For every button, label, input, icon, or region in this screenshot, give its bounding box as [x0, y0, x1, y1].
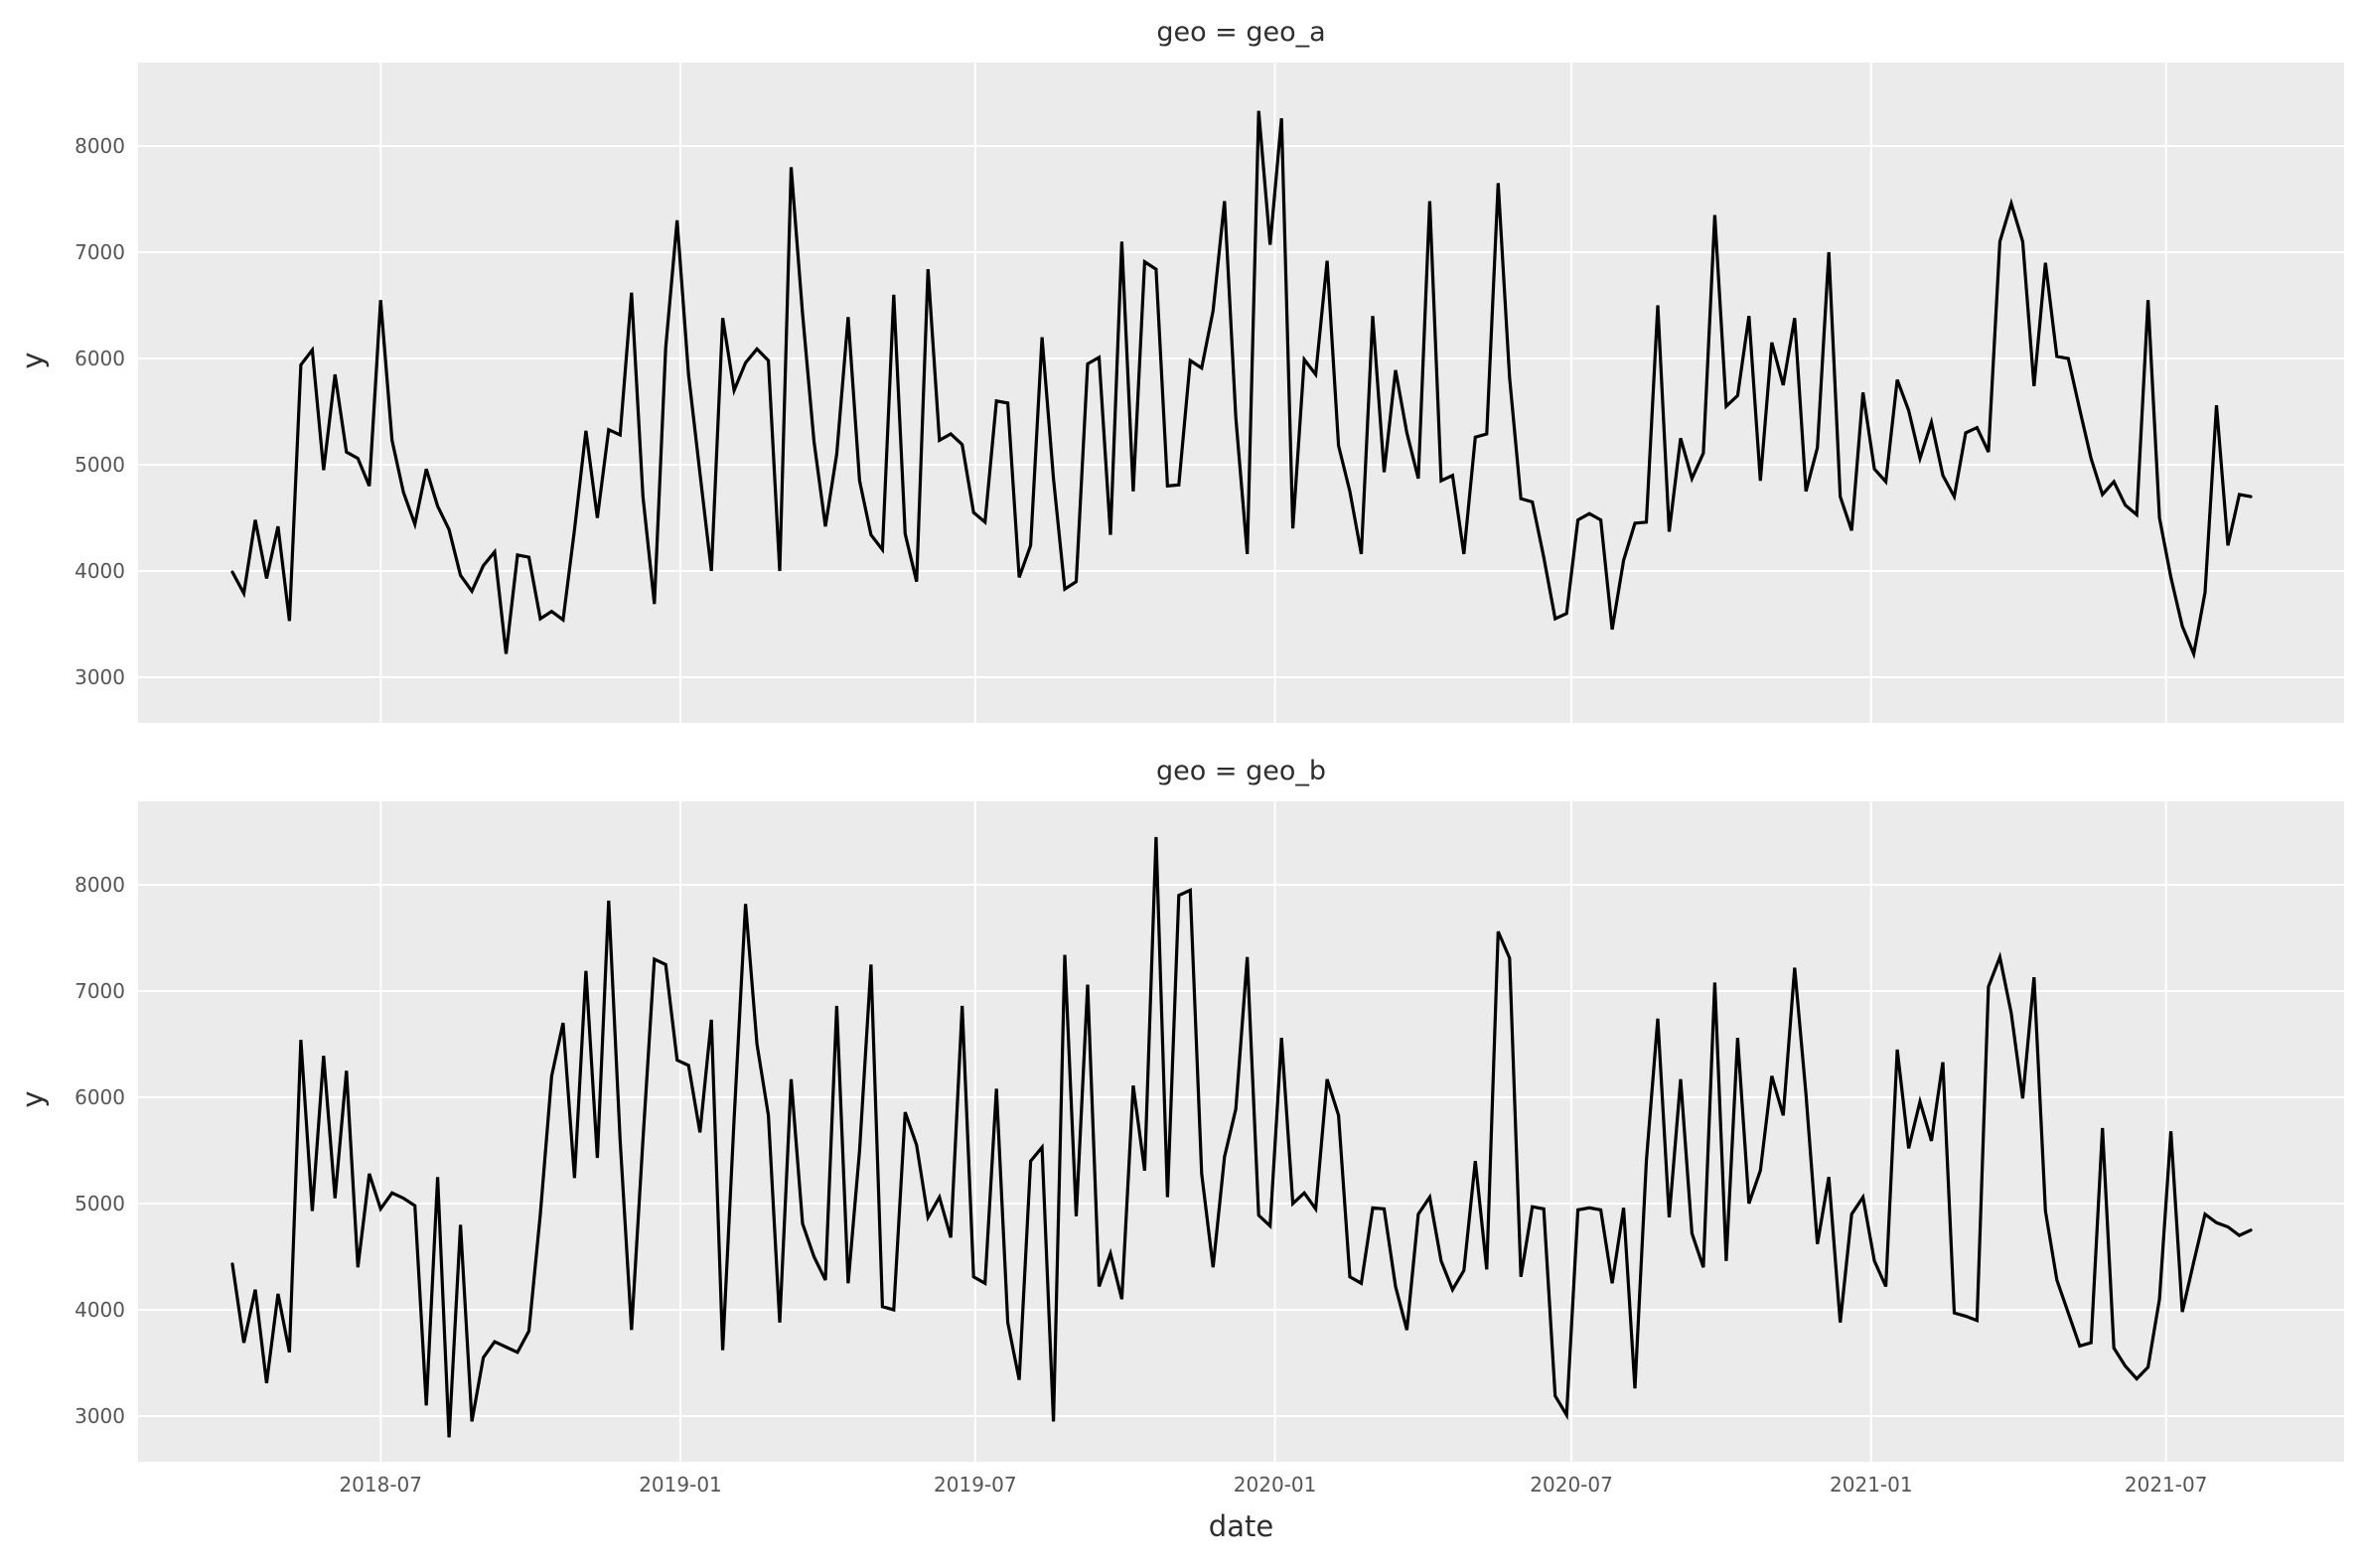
x-tick-label: 2018-07: [339, 1473, 423, 1497]
x-tick-label: 2021-01: [1830, 1473, 1913, 1497]
y-tick-label: 4000: [74, 1298, 125, 1322]
facet-b-plot: [138, 801, 2344, 1462]
y-tick-label: 7000: [74, 240, 125, 264]
x-tick-label: 2021-07: [2124, 1473, 2208, 1497]
y-tick-label: 7000: [74, 979, 125, 1003]
x-tick-label: 2019-07: [934, 1473, 1017, 1497]
y-tick-label: 3000: [74, 665, 125, 689]
facet-a-panel: [138, 63, 2344, 723]
y-tick-label: 5000: [74, 453, 125, 477]
y-tick-label: 4000: [74, 559, 125, 583]
y-tick-label: 3000: [74, 1404, 125, 1428]
facet-b-title: geo = geo_b: [1156, 756, 1326, 786]
facet-a-title: geo = geo_a: [1156, 17, 1326, 48]
x-tick-label: 2019-01: [639, 1473, 722, 1497]
x-tick-label: 2020-07: [1530, 1473, 1613, 1497]
y-tick-label: 5000: [74, 1192, 125, 1215]
facet-b-panel: [138, 801, 2344, 1462]
y-tick-label: 6000: [74, 347, 125, 370]
facet-a-plot: [138, 63, 2344, 723]
line-series: [230, 110, 2253, 660]
x-axis-label: date: [1208, 1509, 1274, 1543]
y-tick-label: 8000: [74, 873, 125, 897]
line-series: [230, 836, 2253, 1438]
x-tick-label: 2020-01: [1233, 1473, 1317, 1497]
y-tick-label: 8000: [74, 134, 125, 158]
y-tick-label: 6000: [74, 1085, 125, 1109]
